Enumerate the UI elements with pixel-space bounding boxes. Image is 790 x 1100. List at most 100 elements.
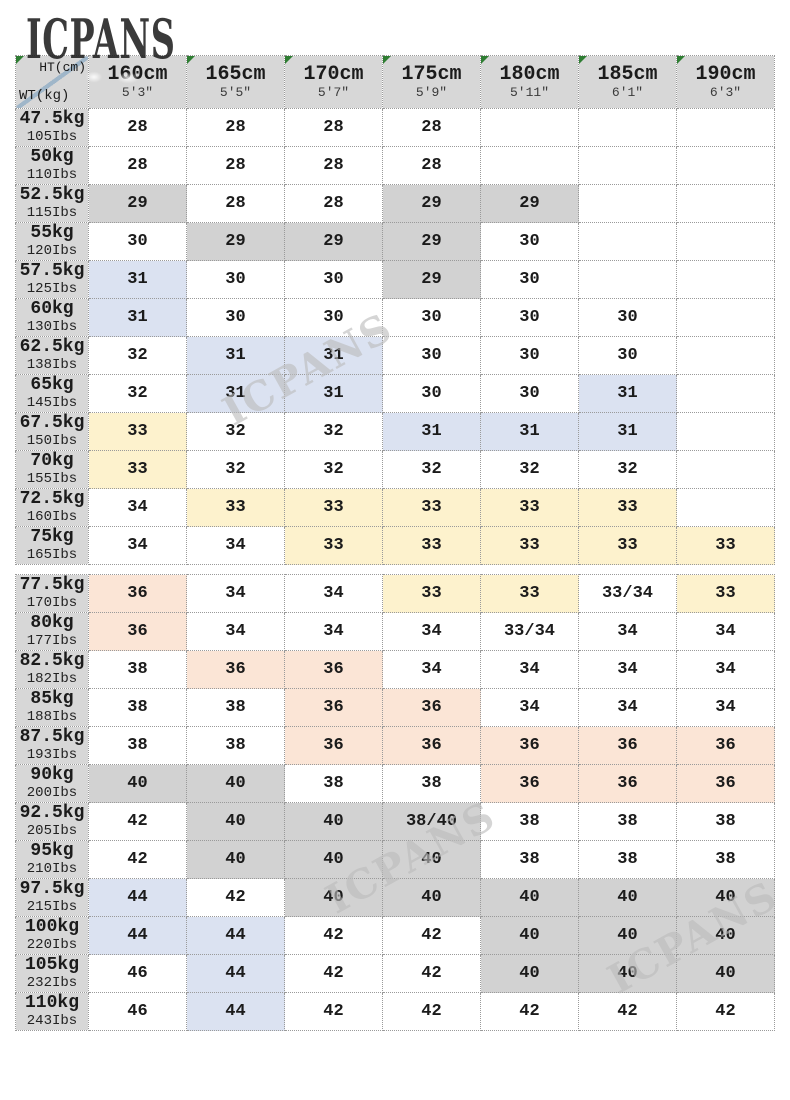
size-cell <box>676 374 775 413</box>
size-cell: 30 <box>578 298 677 337</box>
size-cell: 30 <box>382 298 481 337</box>
size-cell: 42 <box>578 992 677 1031</box>
size-cell: 33 <box>578 488 677 527</box>
table-row: 62.5kg 138Ibs 32 31 31 30 30 30 <box>15 336 775 375</box>
corner-weight-label: WT(kg) <box>19 88 70 104</box>
size-cell: 32 <box>88 336 187 375</box>
size-cell: 38 <box>480 802 579 841</box>
weight-kg-label: 50kg <box>30 146 74 167</box>
size-cell <box>480 146 579 185</box>
size-cell: 29 <box>284 222 383 261</box>
weight-lbs-label: 150Ibs <box>26 432 78 449</box>
size-cell <box>676 260 775 299</box>
size-cell: 34 <box>578 688 677 727</box>
size-cell: 29 <box>382 222 481 261</box>
section-gap <box>15 565 775 574</box>
size-cell: 31 <box>186 336 285 375</box>
weight-kg-label: 47.5kg <box>19 108 85 129</box>
weight-row-header: 80kg 177Ibs <box>15 612 89 651</box>
weight-lbs-label: 210Ibs <box>26 860 78 877</box>
size-cell: 33 <box>382 526 481 565</box>
size-cell: 33/34 <box>480 612 579 651</box>
size-cell: 40 <box>382 878 481 917</box>
size-cell: 40 <box>578 954 677 993</box>
size-cell: 42 <box>284 954 383 993</box>
size-cell <box>676 146 775 185</box>
size-cell: 29 <box>382 260 481 299</box>
size-cell: 38 <box>676 802 775 841</box>
weight-lbs-label: 215Ibs <box>26 898 78 915</box>
size-cell <box>480 108 579 147</box>
size-cell <box>676 222 775 261</box>
weight-kg-label: 95kg <box>30 840 74 861</box>
weight-row-header: 100kg 220Ibs <box>15 916 89 955</box>
weight-row-header: 85kg 188Ibs <box>15 688 89 727</box>
size-cell: 34 <box>480 688 579 727</box>
size-cell <box>676 336 775 375</box>
size-cell: 38 <box>480 840 579 879</box>
size-cell: 34 <box>284 612 383 651</box>
size-cell: 28 <box>186 146 285 185</box>
size-cell: 31 <box>88 298 187 337</box>
size-cell: 40 <box>578 916 677 955</box>
green-corner-marker-icon <box>677 56 685 64</box>
weight-lbs-label: 193Ibs <box>26 746 78 763</box>
weight-row-header: 95kg 210Ibs <box>15 840 89 879</box>
size-cell: 31 <box>382 412 481 451</box>
weight-kg-label: 80kg <box>30 612 74 633</box>
green-corner-marker-icon <box>285 56 293 64</box>
weight-kg-label: 105kg <box>24 954 79 975</box>
size-cell: 33 <box>186 488 285 527</box>
weight-lbs-label: 243Ibs <box>26 1012 78 1029</box>
size-cell: 32 <box>88 374 187 413</box>
weight-row-header: 67.5kg 150Ibs <box>15 412 89 451</box>
size-cell: 40 <box>382 840 481 879</box>
weight-kg-label: 77.5kg <box>19 574 85 595</box>
size-cell <box>578 108 677 147</box>
size-cell: 28 <box>186 108 285 147</box>
size-cell: 30 <box>480 222 579 261</box>
size-cell: 36 <box>480 726 579 765</box>
size-cell <box>676 412 775 451</box>
weight-kg-label: 92.5kg <box>19 802 85 823</box>
size-cell: 32 <box>480 450 579 489</box>
weight-lbs-label: 130Ibs <box>26 318 78 335</box>
size-cell: 36 <box>382 688 481 727</box>
table-row: 97.5kg 215Ibs 44 42 40 40 40 40 40 <box>15 878 775 917</box>
size-cell: 44 <box>186 992 285 1031</box>
size-cell: 40 <box>578 878 677 917</box>
weight-lbs-label: 188Ibs <box>26 708 78 725</box>
weight-lbs-label: 125Ibs <box>26 280 78 297</box>
table-row: 95kg 210Ibs 42 40 40 40 38 38 38 <box>15 840 775 879</box>
size-cell: 40 <box>186 802 285 841</box>
size-cell: 30 <box>284 260 383 299</box>
weight-row-header: 65kg 145Ibs <box>15 374 89 413</box>
size-cell: 33 <box>676 526 775 565</box>
weight-lbs-label: 220Ibs <box>26 936 78 953</box>
table-row: 57.5kg 125Ibs 31 30 30 29 30 <box>15 260 775 299</box>
size-cell: 40 <box>480 954 579 993</box>
size-cell: 40 <box>186 840 285 879</box>
weight-lbs-label: 177Ibs <box>26 632 78 649</box>
size-cell: 34 <box>382 650 481 689</box>
size-cell: 40 <box>186 764 285 803</box>
table-row: 65kg 145Ibs 32 31 31 30 30 31 <box>15 374 775 413</box>
weight-lbs-label: 160Ibs <box>26 508 78 525</box>
table-row: 87.5kg 193Ibs 38 38 36 36 36 36 36 <box>15 726 775 765</box>
weight-lbs-label: 120Ibs <box>26 242 78 259</box>
size-cell: 32 <box>186 450 285 489</box>
height-column-header: 180cm 5'11" <box>480 55 579 109</box>
table-row: 77.5kg 170Ibs 36 34 34 33 33 33/34 33 <box>15 574 775 613</box>
table-row: 100kg 220Ibs 44 44 42 42 40 40 40 <box>15 916 775 955</box>
size-cell: 34 <box>284 574 383 613</box>
size-cell: 42 <box>382 992 481 1031</box>
size-cell: 36 <box>284 688 383 727</box>
size-cell: 32 <box>382 450 481 489</box>
size-cell: 30 <box>382 336 481 375</box>
size-cell: 42 <box>480 992 579 1031</box>
size-cell: 30 <box>480 298 579 337</box>
size-cell: 42 <box>382 954 481 993</box>
table-row: 55kg 120Ibs 30 29 29 29 30 <box>15 222 775 261</box>
size-chart-section-2: 77.5kg 170Ibs 36 34 34 33 33 33/34 33 80kg 177Ibs 3… <box>15 574 775 1031</box>
size-cell: 38 <box>382 764 481 803</box>
